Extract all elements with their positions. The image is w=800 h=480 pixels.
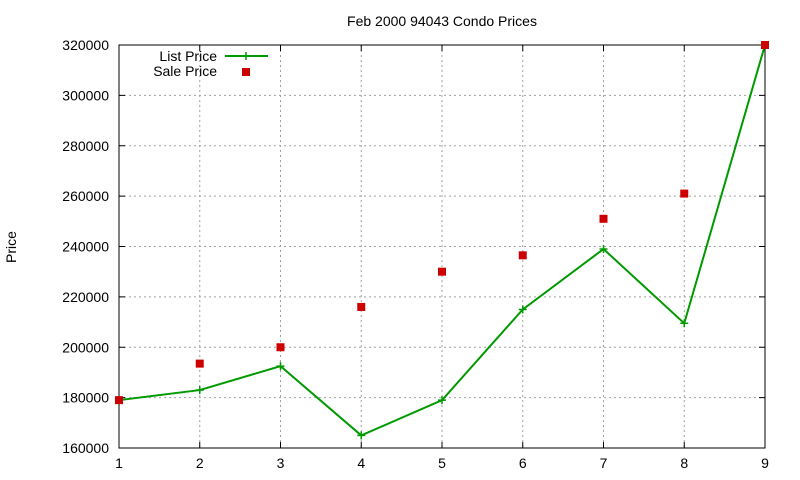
- data-point-list-price: [680, 319, 689, 328]
- y-tick-label: 320000: [62, 37, 109, 53]
- x-tick-label: 3: [277, 455, 285, 471]
- y-tick-label: 180000: [62, 390, 109, 406]
- y-tick-label: 160000: [62, 440, 109, 456]
- legend-swatch-list-price: [225, 52, 268, 60]
- x-tick-label: 6: [519, 455, 527, 471]
- x-tick-label: 9: [761, 455, 769, 471]
- data-point-list-price: [276, 362, 285, 371]
- x-tick-label: 5: [438, 455, 446, 471]
- x-axis-tick-labels: 1 2 3 4 5 6 7 8 9: [115, 455, 769, 471]
- x-tick-label: 8: [680, 455, 688, 471]
- y-tick-label: 240000: [62, 239, 109, 255]
- y-tick-label: 300000: [62, 87, 109, 103]
- y-tick-label: 260000: [62, 188, 109, 204]
- series: [115, 41, 769, 440]
- axis-ticks: [118, 44, 766, 449]
- data-point-list-price: [438, 396, 446, 405]
- data-point-sale-price: [357, 302, 366, 311]
- x-tick-label: 7: [600, 455, 608, 471]
- x-tick-label: 2: [196, 455, 204, 471]
- data-point-list-price: [599, 245, 608, 254]
- legend-marker-sale-price: [242, 68, 250, 76]
- legend: List Price Sale Price: [153, 48, 268, 79]
- data-point-sale-price: [276, 343, 285, 352]
- y-axis-label: Price: [3, 231, 19, 263]
- grid: [119, 45, 765, 448]
- data-point-list-price: [357, 431, 366, 440]
- y-tick-label: 280000: [62, 138, 109, 154]
- y-tick-label: 220000: [62, 289, 109, 305]
- legend-label-sale-price: Sale Price: [153, 63, 217, 79]
- y-tick-label: 200000: [62, 339, 109, 355]
- data-point-sale-price: [518, 251, 527, 260]
- data-point-sale-price: [680, 189, 689, 198]
- y-axis-tick-labels: 160000 180000 200000 220000 240000 260000 2800…: [62, 37, 109, 456]
- chart-title: Feb 2000 94043 Condo Prices: [347, 13, 537, 29]
- legend-label-list-price: List Price: [159, 48, 217, 64]
- data-point-list-price: [195, 386, 204, 395]
- x-tick-label: 4: [357, 455, 365, 471]
- data-point-sale-price: [195, 359, 204, 368]
- legend-marker-list-price: [242, 52, 250, 60]
- x-tick-label: 1: [115, 455, 123, 471]
- legend-swatch-sale-price: [242, 68, 250, 76]
- data-point-list-price: [518, 305, 527, 314]
- data-point-sale-price: [438, 267, 446, 276]
- data-point-sale-price: [761, 41, 769, 49]
- data-point-sale-price: [599, 214, 608, 223]
- data-point-sale-price: [115, 396, 123, 405]
